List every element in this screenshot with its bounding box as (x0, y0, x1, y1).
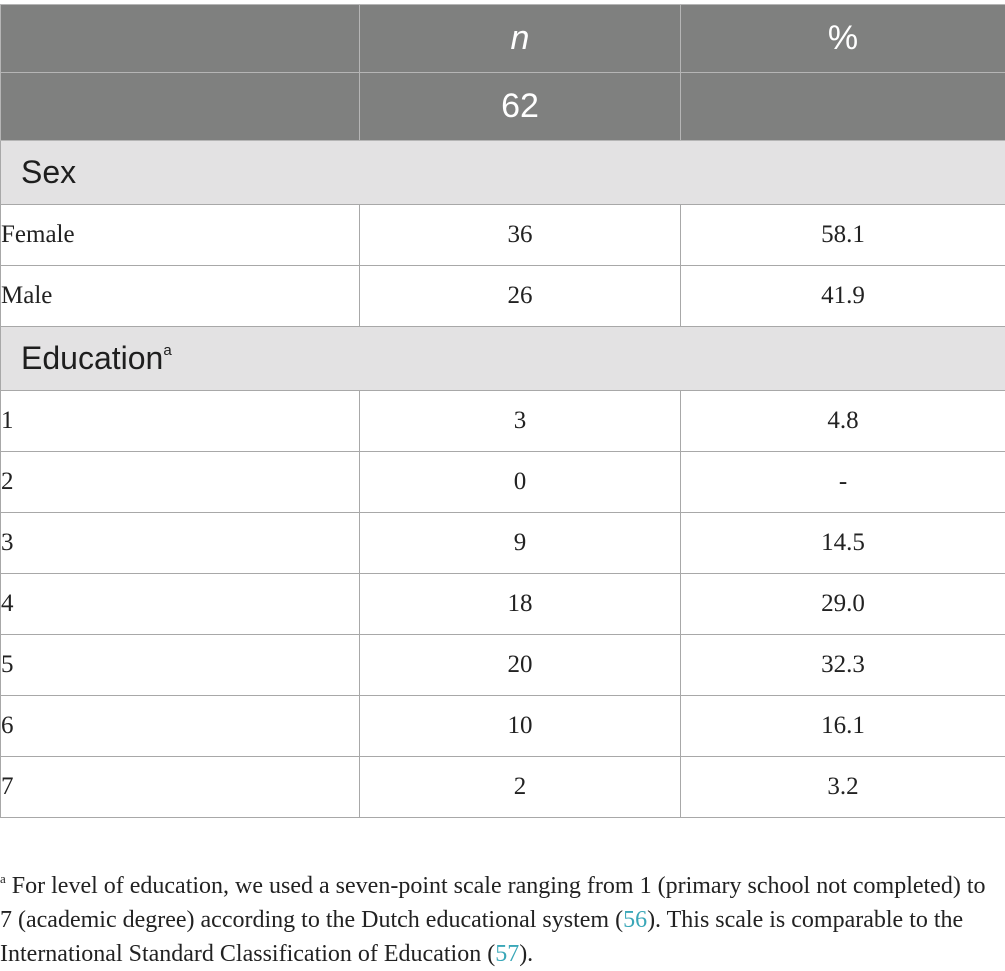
total-percent-cell (681, 73, 1005, 141)
row-percent: - (681, 452, 1005, 513)
row-percent: 14.5 (681, 513, 1005, 574)
row-n: 2 (360, 757, 681, 818)
row-percent: 29.0 (681, 574, 1005, 635)
row-percent: 3.2 (681, 757, 1005, 818)
table-row: 3 9 14.5 (1, 513, 1005, 574)
section-header-education: Educationa (1, 327, 1005, 391)
table-row: Male 26 41.9 (1, 266, 1005, 327)
row-label: 6 (1, 696, 360, 757)
table-row: 7 2 3.2 (1, 757, 1005, 818)
row-label: 1 (1, 391, 360, 452)
row-label: 2 (1, 452, 360, 513)
section-superscript: a (163, 342, 171, 359)
header-cell-percent: % (681, 5, 1005, 73)
row-label: 7 (1, 757, 360, 818)
table-row: 5 20 32.3 (1, 635, 1005, 696)
row-n: 20 (360, 635, 681, 696)
table-footnote: a For level of education, we used a seve… (0, 862, 1000, 971)
section-title-text: Sex (21, 154, 76, 190)
table-row: 4 18 29.0 (1, 574, 1005, 635)
reference-link-57[interactable]: 57 (495, 941, 519, 967)
table-row: 6 10 16.1 (1, 696, 1005, 757)
row-percent: 4.8 (681, 391, 1005, 452)
row-n: 9 (360, 513, 681, 574)
section-header-sex: Sex (1, 141, 1005, 205)
table-total-row: 62 (1, 73, 1005, 141)
row-label: Male (1, 266, 360, 327)
row-percent: 41.9 (681, 266, 1005, 327)
row-label: 4 (1, 574, 360, 635)
row-n: 36 (360, 205, 681, 266)
section-title: Educationa (1, 327, 1005, 391)
row-label: 3 (1, 513, 360, 574)
table-row: 2 0 - (1, 452, 1005, 513)
header-cell-n: n (360, 5, 681, 73)
demographics-table: n % 62 Sex Female 36 58.1 Male 26 41.9 E… (0, 4, 1005, 818)
row-percent: 58.1 (681, 205, 1005, 266)
row-label: Female (1, 205, 360, 266)
header-cell-blank (1, 5, 360, 73)
total-n-cell: 62 (360, 73, 681, 141)
table-row: 1 3 4.8 (1, 391, 1005, 452)
row-n: 26 (360, 266, 681, 327)
row-n: 3 (360, 391, 681, 452)
row-percent: 16.1 (681, 696, 1005, 757)
footnote-text: ). (519, 941, 533, 967)
row-n: 18 (360, 574, 681, 635)
table-row: Female 36 58.1 (1, 205, 1005, 266)
row-n: 10 (360, 696, 681, 757)
total-label-cell (1, 73, 360, 141)
section-title: Sex (1, 141, 1005, 205)
row-label: 5 (1, 635, 360, 696)
row-n: 0 (360, 452, 681, 513)
table-header-row: n % (1, 5, 1005, 73)
reference-link-56[interactable]: 56 (623, 907, 647, 933)
section-title-text: Education (21, 340, 163, 376)
row-percent: 32.3 (681, 635, 1005, 696)
